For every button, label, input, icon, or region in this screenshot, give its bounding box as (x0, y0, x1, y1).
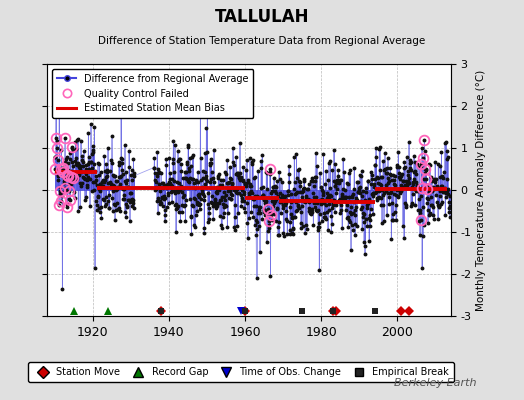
Y-axis label: Monthly Temperature Anomaly Difference (°C): Monthly Temperature Anomaly Difference (… (476, 69, 486, 311)
Legend: Station Move, Record Gap, Time of Obs. Change, Empirical Break: Station Move, Record Gap, Time of Obs. C… (28, 362, 454, 382)
Text: Difference of Station Temperature Data from Regional Average: Difference of Station Temperature Data f… (99, 36, 425, 46)
Legend: Difference from Regional Average, Quality Control Failed, Estimated Station Mean: Difference from Regional Average, Qualit… (52, 69, 254, 118)
Text: Berkeley Earth: Berkeley Earth (395, 378, 477, 388)
Text: TALLULAH: TALLULAH (215, 8, 309, 26)
